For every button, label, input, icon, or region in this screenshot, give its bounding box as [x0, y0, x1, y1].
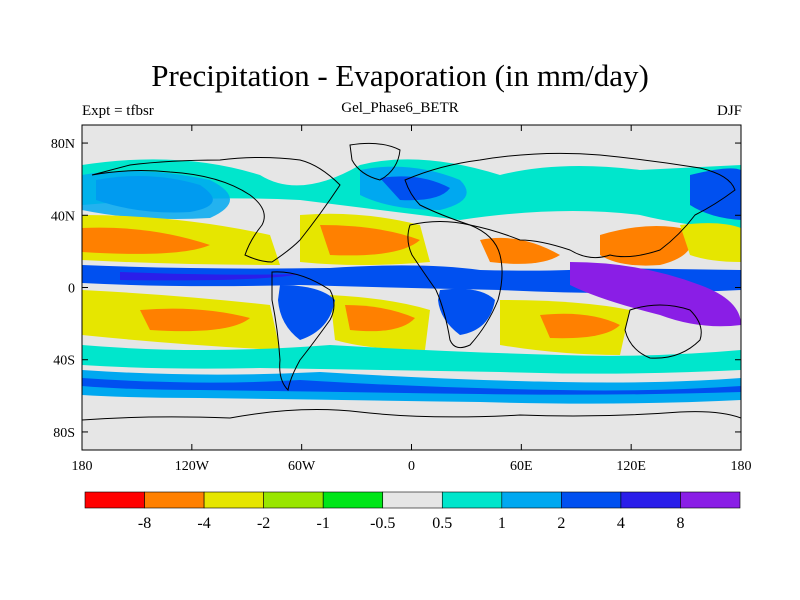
south-indian-orange: [540, 313, 620, 339]
africa-blue: [438, 288, 495, 335]
y-axis: 80N 40N 0 40S 80S: [51, 137, 741, 441]
x-axis: 180 120W 60W 0 60E 120E 180: [72, 125, 752, 474]
north-america-coast: [91, 157, 341, 263]
colorbar-swatch: [84, 491, 145, 509]
experiment-name: Gel_Phase6_BETR: [341, 100, 459, 116]
south-atlantic-orange: [345, 305, 415, 332]
colorbar-swatch: [322, 491, 384, 509]
colorbar-label: 1: [498, 515, 506, 532]
y-tick-label: 80S: [53, 426, 75, 441]
colorbar-label: 8: [676, 515, 684, 532]
colorbar-swatch: [441, 491, 503, 509]
x-tick-label: 0: [408, 459, 415, 474]
south-america-blue: [278, 285, 335, 340]
colorbar-swatch: [501, 491, 562, 509]
x-tick-label: 60W: [288, 459, 316, 474]
colorbar-swatch: [263, 491, 324, 509]
colorbar-label: 2: [557, 515, 565, 532]
colorbar-label: -4: [197, 515, 210, 532]
coastline-layer: [82, 142, 741, 421]
colorbar-label: -2: [257, 515, 270, 532]
west-pacific-orange: [600, 226, 692, 266]
x-tick-label: 180: [72, 459, 93, 474]
x-tick-label: 60E: [510, 459, 533, 474]
colorbar-swatch: [561, 491, 622, 509]
greenland-coast: [349, 142, 401, 181]
y-tick-label: 40N: [51, 209, 75, 224]
colorbar-swatch: [144, 491, 205, 509]
west-pacific-blue: [690, 168, 741, 220]
maritime-continent-purple: [570, 262, 741, 327]
north-atlantic-orange: [320, 225, 420, 256]
north-pacific-light: [82, 171, 230, 219]
colorbar-label: 0.5: [432, 515, 452, 532]
experiment-label: Expt = tfbsr: [82, 103, 154, 119]
south-pacific-orange: [140, 308, 250, 332]
field-layer: [82, 125, 741, 450]
colorbar: -8 -4 -2 -1 -0.5 0.5 1 2 4 8: [84, 491, 741, 532]
north-pacific-orange: [82, 227, 210, 254]
x-tick-label: 180: [731, 459, 752, 474]
southern-dark: [82, 378, 741, 395]
colorbar-swatch: [680, 491, 741, 509]
x-tick-label: 120W: [175, 459, 210, 474]
y-tick-label: 0: [68, 282, 75, 297]
antarctica-coast: [82, 409, 741, 421]
itcz-core: [120, 272, 300, 281]
season-label: DJF: [716, 103, 742, 119]
north-atlantic-dark: [380, 176, 450, 201]
colorbar-swatch: [203, 491, 264, 509]
colorbar-label: -8: [138, 515, 151, 532]
southern-cyan: [82, 345, 741, 374]
y-tick-label: 80N: [51, 137, 75, 152]
x-tick-label: 120E: [616, 459, 646, 474]
west-pacific-yellow: [680, 223, 741, 262]
y-tick-label: 40S: [53, 354, 75, 369]
africa-coast: [407, 221, 503, 349]
north-indian-orange: [480, 237, 560, 264]
colorbar-label: -0.5: [370, 515, 395, 532]
south-america-coast: [271, 271, 335, 392]
colorbar-label: -1: [317, 515, 330, 532]
australia-coast: [624, 304, 702, 359]
colorbar-swatch: [382, 491, 443, 509]
colorbar-swatch: [620, 491, 681, 509]
colorbar-label: 4: [617, 515, 625, 532]
map-title: Precipitation - Evaporation (in mm/day): [151, 58, 649, 93]
